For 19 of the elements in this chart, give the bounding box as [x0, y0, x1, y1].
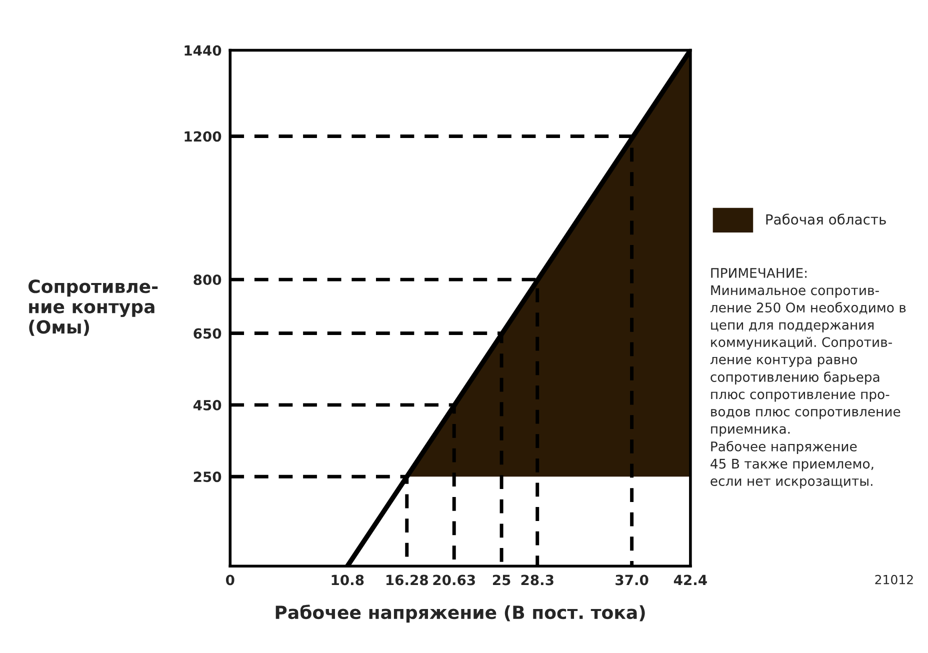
y-tick-label: 800	[194, 274, 222, 286]
legend-label: Рабочая область	[766, 214, 886, 225]
x-tick-label: 37.0	[616, 574, 648, 586]
y-tick-label: 1440	[184, 45, 222, 56]
y-tick-label: 450	[193, 400, 222, 410]
x-axis-title: Рабочее напряжение (В пост. тока)	[276, 604, 645, 623]
y-axis-title: Сопротивле- ние контура (Омы)	[28, 280, 158, 336]
x-tick-label: 16.28	[386, 574, 428, 586]
x-tick-label: 20.63	[433, 574, 475, 586]
y-tick-label: 650	[194, 328, 222, 339]
x-tick-label: 0	[226, 574, 234, 586]
text: 21012	[875, 574, 913, 584]
y-tick-label: 250	[194, 472, 222, 482]
x-tick-label: 28.3	[521, 574, 554, 586]
y-tick-label: 1200	[184, 131, 222, 142]
text: ПРИМЕЧАНИЕ: Минимальное сопротив- ление 250 Ом необходимо в цепи для поддержания коммуникаций. Сопротив- ление контура равно сопротивлению барьера плюс сопротивление про- водов плюс сопротивление приемника. Рабочее напряжение 45 В также приемлемо, если нет искрозащиты.	[710, 268, 906, 489]
x-tick-label: 42.4	[674, 574, 707, 586]
x-tick-label: 10.8	[332, 574, 364, 586]
x-tick-label: 25	[492, 574, 510, 586]
